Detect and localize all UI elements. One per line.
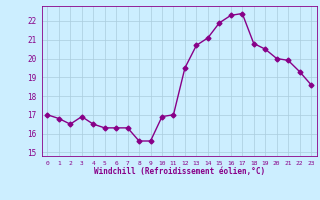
X-axis label: Windchill (Refroidissement éolien,°C): Windchill (Refroidissement éolien,°C) <box>94 167 265 176</box>
